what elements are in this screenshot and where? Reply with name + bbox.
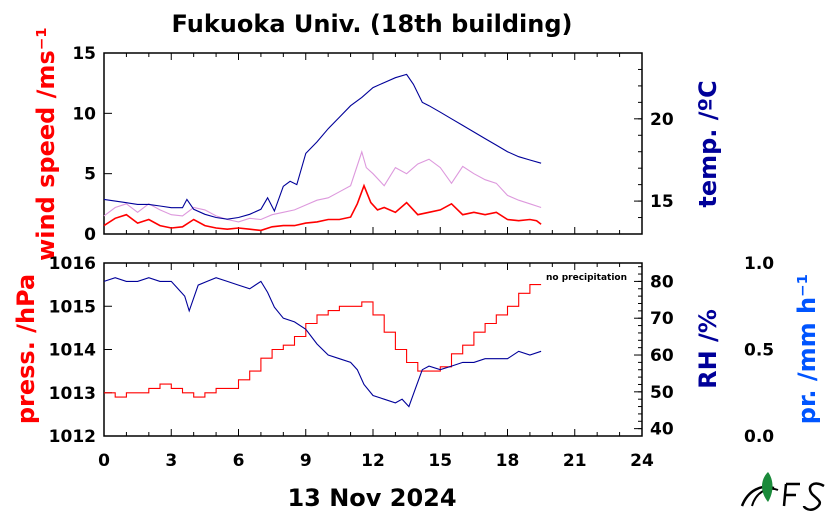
left-tick-label: 1016 [49, 254, 96, 274]
left-tick-label: 5 [84, 165, 96, 185]
left-tick-label: 1012 [49, 427, 96, 447]
x-tick-label: 9 [300, 451, 312, 471]
rh-series-line [103, 277, 542, 408]
right-tick-label: 80 [650, 272, 674, 292]
pressure-series-line [104, 284, 542, 398]
temp-series-line [103, 73, 542, 220]
left-tick-label: 10 [72, 104, 96, 124]
bottom-panel-series [103, 277, 542, 408]
rh-axis-label: RH /% [694, 309, 722, 389]
x-tick-label: 15 [428, 451, 452, 471]
top-panel-ticks: 0 5 10 15 15 20 [72, 44, 674, 245]
right-tick-label: 50 [650, 383, 674, 403]
date-label: 13 Nov 2024 [287, 484, 456, 512]
wind-series-line [103, 183, 542, 232]
bottom-panel-ticks: 0 3 6 9 12 15 18 21 24 1012 1013 1014 1015 1016 40 50 60… [49, 254, 775, 471]
precip-tick-label: 0.5 [744, 341, 774, 361]
left-tick-label: 0 [84, 225, 96, 245]
wind-axis-label: wind speed /ms⁻¹ [32, 27, 60, 261]
fes-logo [740, 472, 825, 511]
temp-axis-label: temp. /ºC [694, 80, 722, 207]
x-tick-label: 24 [630, 451, 654, 471]
x-tick-label: 0 [98, 451, 110, 471]
precip-tick-label: 0.0 [744, 427, 774, 447]
right-tick-label: 60 [650, 346, 674, 366]
precipitation-note: no precipitation [546, 273, 627, 283]
top-panel-frame [103, 52, 643, 235]
pressure-axis-label: press. /hPa [12, 274, 40, 424]
top-panel-series [103, 73, 542, 232]
left-tick-label: 15 [72, 44, 96, 64]
precip-axis-label: pr. /mm h⁻¹ [793, 274, 821, 424]
x-tick-label: 6 [233, 451, 245, 471]
right-tick-label: 70 [650, 309, 674, 329]
right-tick-label: 20 [650, 110, 674, 130]
left-tick-label: 1015 [49, 297, 96, 317]
bottom-panel-frame [103, 262, 643, 437]
x-tick-label: 12 [361, 451, 385, 471]
x-tick-label: 21 [563, 451, 587, 471]
left-tick-label: 1014 [49, 341, 96, 361]
wind_gust-series-line [103, 150, 542, 223]
left-tick-label: 1013 [49, 384, 96, 404]
chart-title: Fukuoka Univ. (18th building) [172, 10, 573, 38]
precip-tick-label: 1.0 [744, 254, 774, 274]
x-tick-label: 18 [496, 451, 520, 471]
right-tick-label: 15 [650, 192, 674, 212]
x-tick-label: 3 [165, 451, 177, 471]
right-tick-label: 40 [650, 420, 674, 440]
